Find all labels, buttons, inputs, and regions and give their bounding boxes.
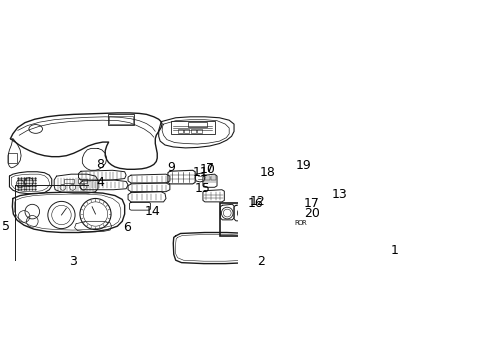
Text: 7: 7 — [205, 162, 213, 175]
Text: 6: 6 — [123, 221, 131, 234]
Bar — [220, 203, 255, 237]
Text: 19: 19 — [295, 159, 310, 172]
Text: 8: 8 — [96, 158, 104, 171]
Text: 17: 17 — [303, 197, 319, 210]
Text: 11: 11 — [193, 166, 208, 179]
Text: 4: 4 — [96, 176, 104, 189]
Bar — [184, 129, 189, 133]
Text: 3: 3 — [69, 255, 77, 268]
Bar — [187, 122, 207, 126]
Text: 10: 10 — [200, 163, 215, 176]
Bar — [107, 114, 134, 125]
Text: 12: 12 — [249, 195, 264, 208]
Bar — [178, 129, 183, 133]
Text: R: R — [293, 220, 298, 226]
Bar — [197, 129, 202, 133]
Bar — [64, 179, 74, 183]
Text: 20: 20 — [303, 207, 319, 220]
Bar — [190, 129, 195, 133]
Text: 9: 9 — [166, 161, 174, 174]
Bar — [77, 179, 87, 183]
Bar — [264, 206, 270, 211]
Bar — [8, 153, 17, 163]
Bar — [204, 176, 209, 180]
Text: 13: 13 — [331, 188, 347, 201]
Bar — [323, 206, 329, 211]
Bar — [170, 121, 214, 134]
Bar — [109, 116, 133, 123]
Text: 1: 1 — [390, 244, 398, 257]
Bar — [258, 206, 263, 211]
Text: O: O — [297, 220, 302, 226]
Bar — [210, 176, 215, 180]
Bar — [313, 206, 321, 211]
Text: R: R — [301, 220, 306, 226]
Text: 5: 5 — [1, 220, 10, 233]
Text: 2: 2 — [256, 255, 264, 268]
Text: 16: 16 — [247, 197, 263, 210]
Text: 15: 15 — [194, 182, 210, 195]
Text: 14: 14 — [144, 205, 160, 218]
Text: 18: 18 — [260, 166, 275, 179]
